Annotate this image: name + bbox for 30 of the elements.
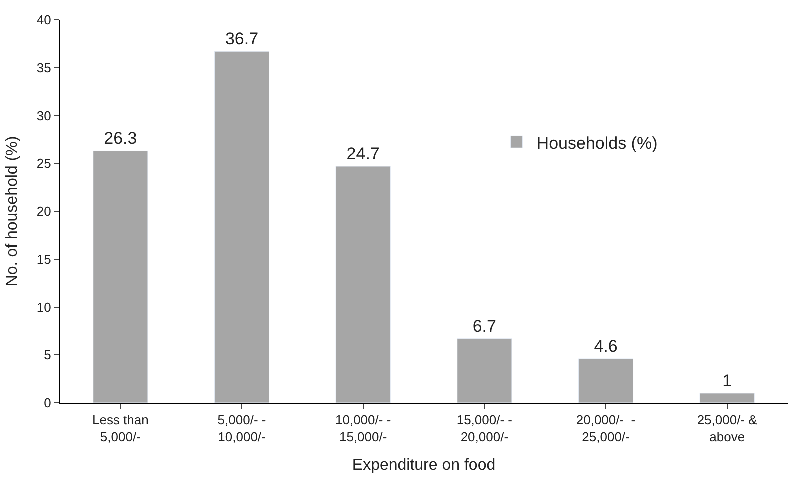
bar xyxy=(700,393,755,403)
y-tick-label: 15 xyxy=(36,252,52,267)
legend-label: Households (%) xyxy=(536,134,658,153)
x-tick-label: 5,000/- - 10,000/- xyxy=(218,412,266,444)
bar xyxy=(578,358,634,403)
y-tick-label: 40 xyxy=(36,12,52,28)
data-label: 6.7 xyxy=(472,316,496,336)
bar xyxy=(457,338,512,403)
x-tick-label: 20,000/- - 25,000/- xyxy=(576,412,636,444)
y-axis-title: No. of household (%) xyxy=(4,136,21,287)
x-tick-label: 25,000/- & above xyxy=(697,412,758,444)
bar xyxy=(93,150,148,403)
y-tick-label: 0 xyxy=(44,396,52,411)
data-label: 36.7 xyxy=(225,30,259,49)
data-label: 4.6 xyxy=(594,336,618,356)
y-tick-label: 25 xyxy=(36,156,52,172)
y-tick-label: 5 xyxy=(44,348,52,363)
y-tick-label: 35 xyxy=(36,60,52,76)
data-label: 26.3 xyxy=(104,129,138,148)
y-tick-label: 30 xyxy=(36,108,52,124)
x-tick-label: Less than 5,000/- xyxy=(92,412,149,444)
data-label: 1 xyxy=(722,371,732,390)
bar xyxy=(214,51,270,403)
x-tick-label: 10,000/- - 15,000/- xyxy=(336,412,392,444)
y-tick-label: 10 xyxy=(36,300,52,315)
x-axis-title: Expenditure on food xyxy=(352,457,496,474)
bar xyxy=(336,166,391,403)
y-tick-label: 20 xyxy=(36,204,52,220)
x-tick-label: 15,000/- - 20,000/- xyxy=(456,412,512,444)
data-label: 24.7 xyxy=(346,144,380,164)
